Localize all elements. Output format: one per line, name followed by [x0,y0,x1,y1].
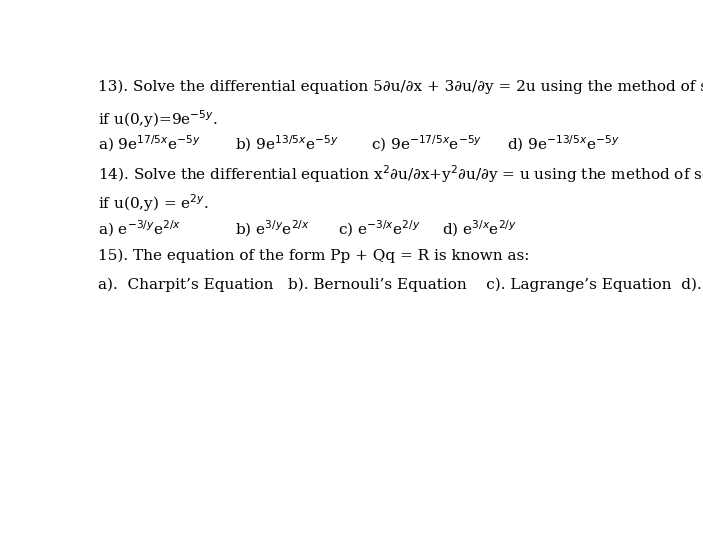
Text: b) e$^{3/y}$e$^{2/x}$: b) e$^{3/y}$e$^{2/x}$ [235,218,310,239]
Text: b) 9e$^{13/5x}$e$^{-5y}$: b) 9e$^{13/5x}$e$^{-5y}$ [235,134,338,154]
Text: d) 9e$^{-13/5x}$e$^{-5y}$: d) 9e$^{-13/5x}$e$^{-5y}$ [508,134,620,154]
Text: if u(0,y)=9e$^{-5y}$.: if u(0,y)=9e$^{-5y}$. [98,108,217,130]
Text: 14). Solve the differential equation x$^{2}$∂u/∂x+y$^{2}$∂u/∂y = u using the met: 14). Solve the differential equation x$^… [98,163,703,185]
Text: a) e$^{-3/y}$e$^{2/x}$: a) e$^{-3/y}$e$^{2/x}$ [98,218,181,239]
Text: c) 9e$^{-17/5x}$e$^{-5y}$: c) 9e$^{-17/5x}$e$^{-5y}$ [371,134,482,154]
Text: 15). The equation of the form Pp + Qq = R is known as:: 15). The equation of the form Pp + Qq = … [98,248,529,262]
Text: c) e$^{-3/x}$e$^{2/y}$: c) e$^{-3/x}$e$^{2/y}$ [339,218,421,239]
Text: 13). Solve the differential equation 5∂u/∂x + 3∂u/∂y = 2u using the method of se: 13). Solve the differential equation 5∂u… [98,79,703,94]
Text: if u(0,y) = e$^{2y}$.: if u(0,y) = e$^{2y}$. [98,192,209,214]
Text: d) e$^{3/x}$e$^{2/y}$: d) e$^{3/x}$e$^{2/y}$ [442,218,517,239]
Text: a).  Charpit’s Equation   b). Bernouli’s Equation    c). Lagrange’s Equation  d): a). Charpit’s Equation b). Bernouli’s Eq… [98,277,703,292]
Text: a) 9e$^{17/5x}$e$^{-5y}$: a) 9e$^{17/5x}$e$^{-5y}$ [98,134,200,154]
